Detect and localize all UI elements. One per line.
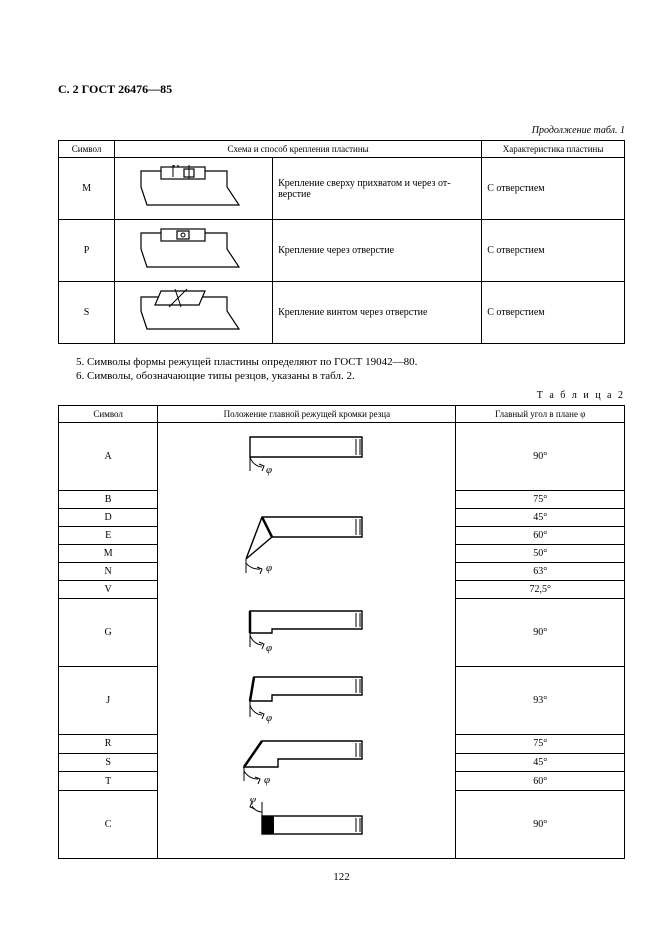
t2-sym: S	[59, 753, 158, 772]
svg-text:φ: φ	[266, 464, 272, 476]
t2-sym: R	[59, 735, 158, 754]
t2-h-angle: Главный угол в плане φ	[456, 406, 625, 423]
t2-ang: 90°	[456, 423, 625, 491]
t1-char: С отверстием	[482, 158, 625, 220]
t1-char: С отверстием	[482, 282, 625, 344]
t1-diag-p	[115, 220, 273, 282]
page-header: С. 2 ГОСТ 26476—85	[58, 82, 625, 97]
t1-char: С отверстием	[482, 220, 625, 282]
t2-diag-rst: φ	[158, 735, 456, 791]
t1-diag-m	[115, 158, 273, 220]
t1-desc: Крепление винтом через отверстие	[273, 282, 482, 344]
t2-ang: 63°	[456, 563, 625, 581]
t2-ang: 45°	[456, 509, 625, 527]
page-number: 122	[58, 871, 625, 883]
t1-diag-s	[115, 282, 273, 344]
t2-ang: 72,5°	[456, 581, 625, 599]
t2-sym: B	[59, 491, 158, 509]
t2-h-symbol: Символ	[59, 406, 158, 423]
t2-sym: A	[59, 423, 158, 491]
t2-ang: 60°	[456, 772, 625, 791]
t2-sym: N	[59, 563, 158, 581]
t2-sym: C	[59, 791, 158, 859]
t2-ang: 93°	[456, 667, 625, 735]
note-6: 6. Символы, обозначающие типы резцов, ук…	[76, 370, 625, 382]
notes: 5. Символы формы режущей пластины опреде…	[76, 356, 625, 382]
t2-ang: 45°	[456, 753, 625, 772]
t2-ang: 50°	[456, 545, 625, 563]
table-2: Символ Положение главной режущей кромки …	[58, 405, 625, 859]
t2-ang: 90°	[456, 791, 625, 859]
t1-h-scheme: Схема и способ крепления пластины	[115, 141, 482, 158]
t2-sym: D	[59, 509, 158, 527]
t2-sym: T	[59, 772, 158, 791]
t1-sym: M	[59, 158, 115, 220]
t1-desc: Крепление через отверстие	[273, 220, 482, 282]
note-5: 5. Символы формы режущей пластины опреде…	[76, 356, 625, 368]
t2-diag-j: φ	[158, 667, 456, 735]
t1-sym: P	[59, 220, 115, 282]
table2-caption: Т а б л и ц а 2	[58, 390, 625, 401]
table-1: Символ Схема и способ крепления пластины…	[58, 140, 625, 344]
t2-sym: G	[59, 599, 158, 667]
t2-h-pos: Положение главной режущей кромки резца	[158, 406, 456, 423]
t1-h-symbol: Символ	[59, 141, 115, 158]
t1-desc: Крепление сверху прихватом и через от­ве…	[273, 158, 482, 220]
t2-sym: M	[59, 545, 158, 563]
table1-caption: Продолжение табл. 1	[58, 125, 625, 136]
svg-text:φ: φ	[266, 562, 272, 574]
svg-text:φ: φ	[264, 774, 270, 786]
t2-diag-g: φ	[158, 599, 456, 667]
t2-ang: 90°	[456, 599, 625, 667]
t2-sym: J	[59, 667, 158, 735]
t1-h-char: Характеристика пластины	[482, 141, 625, 158]
t2-ang: 75°	[456, 491, 625, 509]
svg-text:φ: φ	[266, 712, 272, 724]
svg-text:φ: φ	[250, 798, 256, 805]
t2-sym: V	[59, 581, 158, 599]
t2-ang: 75°	[456, 735, 625, 754]
t1-sym: S	[59, 282, 115, 344]
t2-ang: 60°	[456, 527, 625, 545]
t2-sym: E	[59, 527, 158, 545]
svg-text:φ: φ	[266, 642, 272, 654]
t2-diag-bdemnv: φ	[158, 491, 456, 599]
t2-diag-c: φ	[158, 791, 456, 859]
t2-diag-a: φ	[158, 423, 456, 491]
